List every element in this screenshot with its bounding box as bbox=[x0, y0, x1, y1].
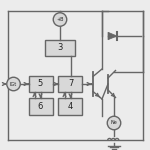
Bar bbox=[58, 76, 82, 92]
Text: 7: 7 bbox=[68, 80, 73, 88]
Text: Ne: Ne bbox=[111, 120, 117, 126]
Bar bbox=[58, 98, 82, 115]
Text: IGt: IGt bbox=[10, 81, 17, 87]
Text: 6: 6 bbox=[38, 102, 43, 111]
Polygon shape bbox=[108, 32, 117, 40]
Circle shape bbox=[7, 77, 20, 91]
Bar bbox=[28, 98, 52, 115]
Text: +B: +B bbox=[56, 17, 64, 22]
Bar bbox=[28, 76, 52, 92]
Text: 4: 4 bbox=[68, 102, 73, 111]
Circle shape bbox=[107, 116, 121, 130]
Bar bbox=[45, 40, 75, 56]
Text: 5: 5 bbox=[38, 80, 43, 88]
Circle shape bbox=[53, 13, 67, 26]
Text: 3: 3 bbox=[57, 44, 63, 52]
